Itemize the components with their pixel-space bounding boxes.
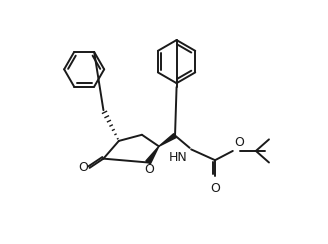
Text: O: O (234, 136, 244, 149)
Text: O: O (78, 161, 88, 174)
Text: O: O (145, 163, 154, 176)
Text: HN: HN (169, 151, 187, 164)
Polygon shape (146, 146, 159, 164)
Text: O: O (210, 182, 220, 195)
Polygon shape (159, 134, 176, 146)
